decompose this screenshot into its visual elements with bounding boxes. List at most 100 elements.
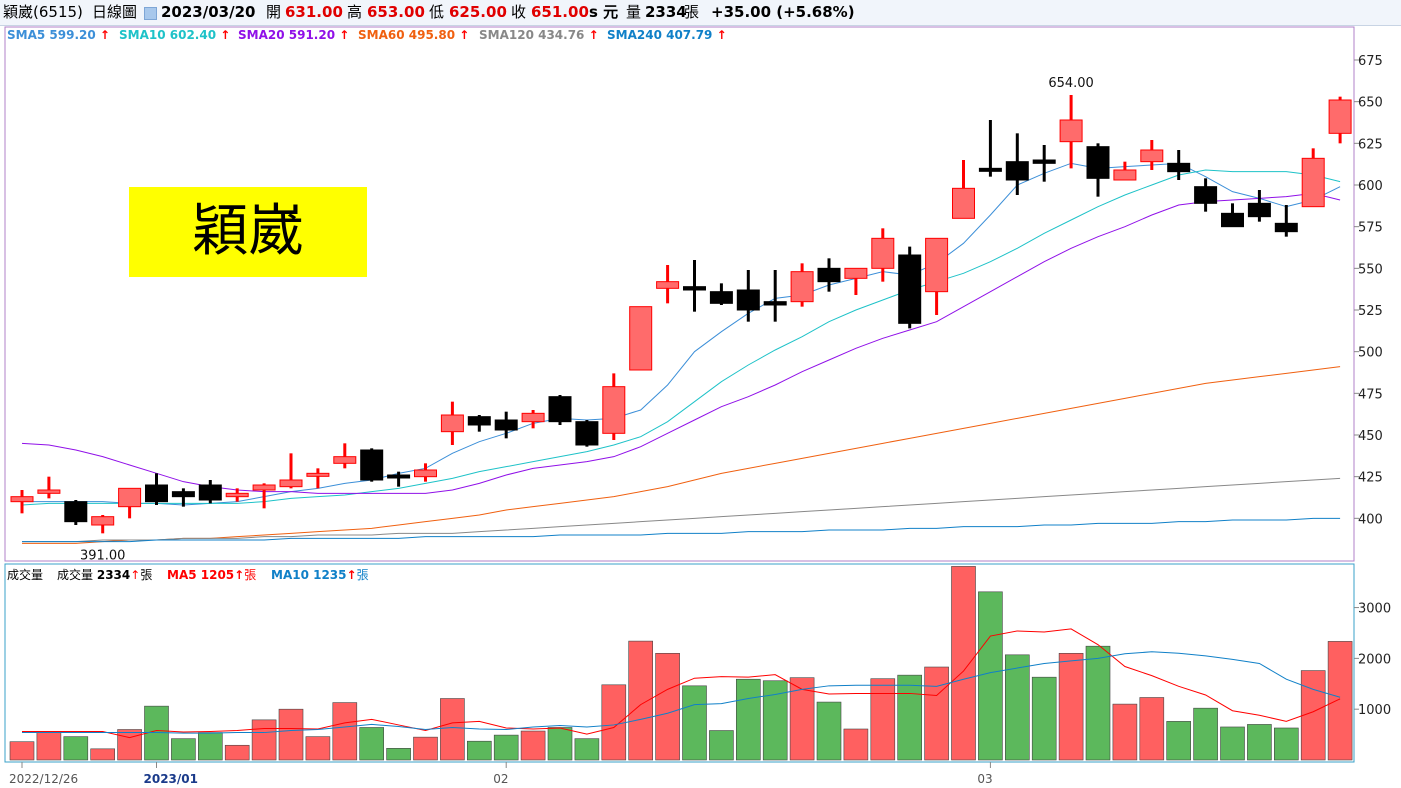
volume-bar [789, 677, 815, 761]
sma-line [22, 477, 1341, 543]
candle-body [198, 484, 222, 501]
candle-body [978, 167, 1002, 172]
candle-body [252, 484, 276, 491]
volume-unit: 張 [684, 3, 700, 21]
volume-bar [1166, 721, 1191, 761]
vol-ma10-unit: 張 [356, 568, 369, 582]
volume-panel-title: 成交量 [7, 568, 44, 582]
candle-body [709, 291, 733, 304]
volume-bar [709, 730, 734, 761]
period-label[interactable]: 日線圖 [92, 3, 138, 21]
candle-body [656, 281, 680, 289]
sma-line [21, 169, 1341, 506]
candle-body [91, 516, 115, 526]
legend-sma20-text: SMA20 591.20 [238, 28, 336, 42]
sma-line [21, 192, 1341, 494]
price-tick-label: 575 [1358, 221, 1383, 236]
candle-body [898, 254, 922, 324]
volume-bar [90, 748, 115, 761]
volume-bar [1327, 641, 1353, 761]
price-tick-label: 450 [1358, 429, 1383, 444]
volume-bar [574, 738, 600, 761]
candle-body [387, 474, 411, 479]
candle-body [333, 456, 357, 464]
volume-bar [1300, 670, 1326, 761]
volume-legend-ma10[interactable]: MA10 1235↑張 [271, 566, 369, 583]
calendar-icon[interactable] [144, 7, 157, 20]
candle-body [494, 419, 518, 431]
candle-body [145, 484, 168, 503]
candle-body [1328, 99, 1352, 134]
candle-body [360, 449, 384, 481]
volume-bar [1139, 697, 1165, 761]
vol-ma5-text: MA5 1205 [167, 568, 235, 582]
candle-body [736, 289, 760, 311]
volume-bar [278, 708, 304, 761]
candle-body [1274, 222, 1298, 233]
x-tick-label: 03 [977, 772, 992, 786]
high-label: 高 [347, 3, 363, 21]
up-arrow-icon: ↑ [716, 28, 727, 42]
sma-line [22, 366, 1341, 544]
legend-sma60[interactable]: SMA60 495.80 ↑ [358, 28, 469, 42]
legend-sma60-text: SMA60 495.80 [358, 28, 456, 42]
legend-sma20[interactable]: SMA20 591.20 ↑ [238, 28, 349, 42]
vol-legend-label: 成交量 [57, 568, 94, 582]
candle-body [171, 491, 195, 498]
candle-body [683, 286, 706, 291]
candle-body [790, 271, 814, 303]
candle-body [1032, 159, 1056, 164]
vol-legend-value: 2334 [96, 568, 131, 582]
volume-bar [386, 748, 411, 761]
up-arrow-icon: ↑ [346, 568, 357, 582]
volume-panel-frame [4, 563, 1355, 763]
quote-header: 穎崴(6515) 日線圖 2023/03/20 開 631.00 高 653.0… [0, 0, 1401, 26]
candle-body [629, 306, 653, 371]
volume-legend-vol[interactable]: 成交量 2334↑張 [57, 566, 152, 583]
vol-legend-unit: 張 [140, 568, 153, 582]
volume-bar [305, 736, 331, 761]
volume-bar [1031, 676, 1057, 761]
candle-body [1140, 149, 1164, 163]
volume-bar [520, 730, 546, 761]
up-arrow-icon: ↑ [459, 28, 470, 42]
price-tick-label: 400 [1358, 512, 1383, 527]
volume-bar [843, 728, 869, 761]
price-change: +35.00 (+5.68%) [711, 3, 855, 21]
legend-sma10[interactable]: SMA10 602.40 ↑ [119, 28, 230, 42]
close-value: 651.00 [531, 3, 589, 21]
volume-bar [251, 719, 277, 761]
candle-body [467, 416, 491, 426]
volume-bar [9, 741, 35, 761]
volume-tick-label: 3000 [1358, 602, 1391, 617]
price-tick-label: 650 [1358, 96, 1383, 111]
up-arrow-icon: ↑ [130, 568, 141, 582]
candle-body [279, 479, 303, 488]
volume-bar [870, 678, 896, 761]
candle-body [925, 237, 949, 293]
up-arrow-icon: ↑ [339, 28, 350, 42]
up-arrow-icon: ↑ [99, 28, 110, 42]
legend-sma5[interactable]: SMA5 599.20 ↑ [7, 28, 110, 42]
volume-bar [332, 702, 358, 761]
stock-name[interactable]: 穎崴(6515) [3, 3, 83, 21]
vol-ma10-text: MA10 1235 [271, 568, 347, 582]
volume-legend-ma5[interactable]: MA5 1205↑張 [167, 566, 256, 583]
candle-body [440, 414, 464, 433]
candle-body [64, 501, 88, 523]
legend-sma240[interactable]: SMA240 407.79 ↑ [607, 28, 727, 42]
volume-bar [816, 701, 842, 761]
candle-body [1059, 119, 1083, 143]
candle-body [414, 469, 437, 478]
volume-bar [1247, 724, 1272, 761]
volume-bar [63, 736, 89, 761]
price-tick-label: 625 [1358, 137, 1383, 152]
candle-body [871, 237, 895, 269]
candle-body [1086, 146, 1110, 179]
volume-bar [924, 666, 949, 761]
price-annotation: 391.00 [80, 548, 126, 563]
open-value: 631.00 [285, 3, 343, 21]
legend-sma120[interactable]: SMA120 434.76 ↑ [479, 28, 599, 42]
volume-tick-label: 1000 [1358, 703, 1391, 718]
